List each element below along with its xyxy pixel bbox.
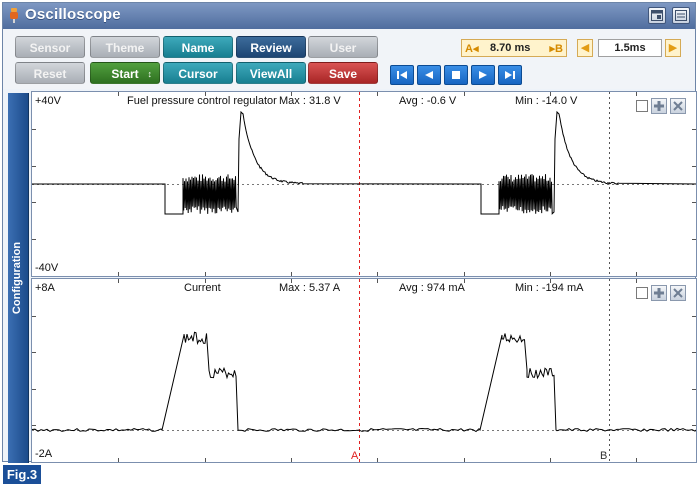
channel-2-waveform: [32, 279, 696, 462]
channel-2-avg: Avg : 974 mA: [399, 282, 465, 294]
channel-1-add-button[interactable]: [651, 98, 667, 114]
channel-1-top-scale: +40V: [35, 95, 61, 107]
right-arrow-icon: ▶: [668, 42, 678, 54]
channel-2-top-scale: +8A: [35, 282, 55, 294]
window-title: Oscilloscope: [25, 6, 121, 23]
configuration-sidebar[interactable]: Configuration: [8, 93, 29, 463]
skip-end-icon: [505, 71, 515, 79]
channel-1-avg: Avg : -0.6 V: [399, 95, 457, 107]
play-backward-icon: [425, 71, 433, 79]
probe-icon: [10, 8, 18, 23]
channel-2-min: Min : -194 mA: [515, 282, 584, 294]
oscilloscope-window: Oscilloscope Sensor Theme Name Review Us…: [2, 2, 697, 463]
name-button[interactable]: Name: [163, 36, 233, 58]
theme-button[interactable]: Theme: [90, 36, 160, 58]
channel-1-max: Max : 31.8 V: [279, 95, 341, 107]
stop-button[interactable]: [444, 65, 468, 85]
title-bar: Oscilloscope: [3, 3, 695, 29]
channel-2-add-button[interactable]: [651, 285, 667, 301]
time-decrease-button[interactable]: ◀: [577, 39, 593, 57]
start-button[interactable]: Start ↕: [90, 62, 160, 84]
menu-icon: [675, 10, 687, 21]
channel-1-name: Fuel pressure control regulator: [127, 95, 277, 107]
play-button[interactable]: [471, 65, 495, 85]
close-icon: [673, 288, 683, 298]
channel-2-max: Max : 5.37 A: [279, 282, 341, 294]
cursor-button[interactable]: Cursor: [163, 62, 233, 84]
play-icon: [479, 71, 487, 79]
window-layout-icon: [651, 10, 663, 21]
channel-1-min: Min : -14.0 V: [515, 95, 578, 107]
first-frame-button[interactable]: [390, 65, 414, 85]
figure-label: Fig.3: [3, 465, 41, 484]
channel-2-name: Current: [184, 282, 221, 294]
save-button[interactable]: Save: [308, 62, 378, 84]
viewall-button[interactable]: ViewAll: [236, 62, 306, 84]
previous-button[interactable]: [417, 65, 441, 85]
channel-1-trace: [32, 110, 696, 215]
channel-1-select-checkbox[interactable]: [636, 100, 648, 112]
plus-icon: [654, 288, 664, 298]
toolbar: Sensor Theme Name Review User Setting Re…: [3, 29, 695, 89]
channel-2-plot[interactable]: +8A Current Max : 5.37 A Avg : 974 mA Mi…: [31, 278, 697, 463]
channel-1-bottom-scale: -40V: [35, 262, 59, 274]
time-per-div-field[interactable]: 1.5ms: [598, 39, 662, 57]
left-arrow-icon: ◀: [580, 42, 590, 54]
cursor-a-marker[interactable]: A: [351, 450, 359, 462]
window-menu-button[interactable]: [672, 7, 690, 24]
cursor-b-label: ▸B: [549, 43, 563, 55]
time-increase-button[interactable]: ▶: [665, 39, 681, 57]
channel-2-close-button[interactable]: [670, 285, 686, 301]
cursor-a-label: A◂: [465, 43, 479, 55]
review-button[interactable]: Review: [236, 36, 306, 58]
skip-start-icon: [397, 71, 407, 79]
channel-2-trace: [32, 331, 696, 433]
sensor-button[interactable]: Sensor: [15, 36, 85, 58]
channel-1-plot[interactable]: +40V Fuel pressure control regulator Max…: [31, 91, 697, 277]
last-frame-button[interactable]: [498, 65, 522, 85]
cursor-b-marker[interactable]: B: [600, 450, 608, 462]
cursor-delta-value: 8.70 ms: [490, 42, 531, 54]
channel-1-close-button[interactable]: [670, 98, 686, 114]
start-label: Start: [111, 67, 139, 81]
spinner-arrows-icon: ↕: [147, 69, 153, 79]
channel-2-select-checkbox[interactable]: [636, 287, 648, 299]
user-setting-button[interactable]: User Setting: [308, 36, 378, 77]
close-icon: [673, 101, 683, 111]
reset-button[interactable]: Reset: [15, 62, 85, 84]
channel-2-bottom-scale: -2A: [35, 448, 53, 460]
window-layout-button[interactable]: [648, 7, 666, 24]
channel-1-waveform: [32, 92, 696, 276]
configuration-label: Configuration: [11, 241, 23, 315]
cursor-delta-readout: A◂ 8.70 ms ▸B: [461, 39, 567, 57]
stop-icon: [452, 71, 460, 79]
plus-icon: [654, 101, 664, 111]
